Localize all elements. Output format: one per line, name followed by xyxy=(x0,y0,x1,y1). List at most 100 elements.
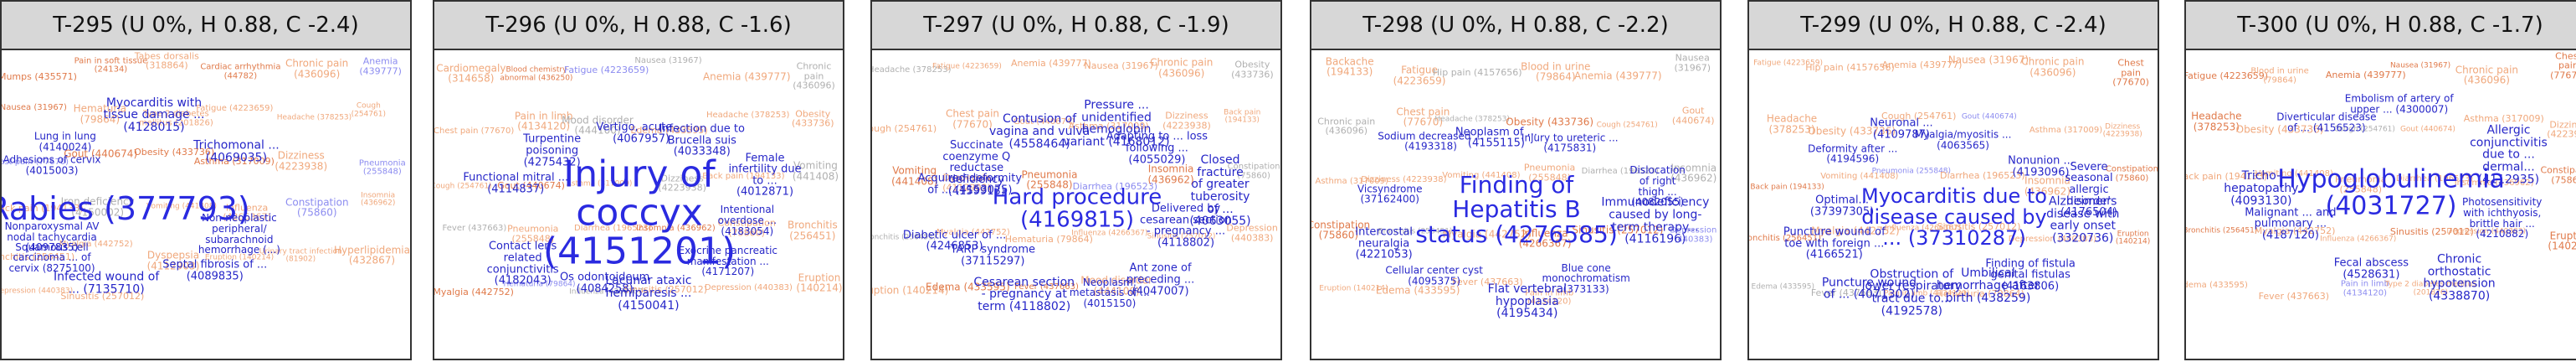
cloud-word: Anemia (439777) xyxy=(1574,70,1662,82)
cloud-term: Immunodeficiency caused by long-term the… xyxy=(1601,195,1710,246)
cloud-term: Deformity after ... (4194596) xyxy=(1808,142,1898,165)
cloud-word: Obesity (433736) xyxy=(1506,116,1594,128)
cloud-term: Intentional overdose ... (4183054) xyxy=(717,204,777,237)
cloud-term: Finding of fistula genital fistulas (416… xyxy=(1985,257,2076,293)
cloud-word: Back pain (194133) xyxy=(702,172,785,182)
word-cloud: Mumps (435571) Pain in soft tissue (24134… xyxy=(0,50,412,360)
cloud-word: Dizziness (4223938) xyxy=(2102,122,2142,139)
cloud-word: Eruption (140214) xyxy=(1319,284,1388,293)
cloud-term: Closed fracture of greater tuberosity of… xyxy=(1189,153,1251,229)
cloud-word: Influenza (4266367) xyxy=(1518,227,1572,250)
cloud-term: Intercostal neuralgia (4221053) xyxy=(1355,225,1414,261)
cloud-term: Cesarean section - pregnancy at term (41… xyxy=(973,275,1075,313)
cloud-word: Depression (440383) xyxy=(0,287,74,296)
cloud-word: Pneumonia (255848) xyxy=(507,223,559,245)
cloud-word: Dizziness (4223938) xyxy=(1162,110,1211,132)
cloud-term: Vicsyndrome (37162400) xyxy=(1357,182,1423,205)
cloud-word: Back pain (194133) xyxy=(1224,108,1261,125)
cloud-word: Chronic pain (436096) xyxy=(2021,55,2085,79)
cloud-term: Contact lens related conjunctivitis (418… xyxy=(486,240,559,287)
cloud-word: Eruption (140214) xyxy=(872,285,949,297)
cloud-word: Constipation (75860) xyxy=(2105,164,2158,184)
cloud-word: Dyspepsia (4112903) xyxy=(146,249,200,272)
cloud-word: Cough (254761) xyxy=(1596,121,1658,130)
cloud-word: Bronchitis (256451) xyxy=(0,251,75,263)
cloud-word: Influenza (4266367) xyxy=(1885,224,1962,233)
cloud-word: Bronchitis (256451) xyxy=(1747,234,1822,244)
topic-panel: T-298 (U 0%, H 0.88, C -2.2) Backache (19… xyxy=(1310,0,1722,360)
cloud-word: Edema (433595) xyxy=(630,125,708,137)
panel-title: T-300 (U 0%, H 0.88, C -1.7) xyxy=(2184,0,2576,50)
cloud-word: Eruption (140214) xyxy=(796,272,843,294)
cloud-word: Eruption (140214) xyxy=(2115,230,2151,246)
cloud-word: Nausea (31967) xyxy=(2389,60,2451,70)
cloud-word: Type 2 diabetes mellitus (201826) xyxy=(138,109,213,128)
cloud-term: Nonparoxysmal AV nodal tachycardia (4097… xyxy=(4,220,100,254)
cloud-word: Pneumonia (255848) xyxy=(1871,167,1952,176)
cloud-word: Eruption (140214) xyxy=(204,252,275,261)
cloud-term: Dislocation of right thigh ... (4082055) xyxy=(1629,164,1686,208)
cloud-word: Headache (378253) xyxy=(706,110,790,120)
cloud-word: Myalgia (442752) xyxy=(59,240,133,250)
cloud-term: Ant zone of preceding ... (4047007) xyxy=(1126,261,1195,298)
cloud-word: Diarrhea (196523) xyxy=(1581,167,1659,177)
cloud-term: Infection due to Brucella suis (4033348) xyxy=(659,122,745,158)
topic-panel: T-299 (U 0%, H 0.88, C -2.4) Fatigue (422… xyxy=(1747,0,2159,360)
panel-title: T-295 (U 0%, H 0.88, C -2.4) xyxy=(0,0,412,50)
cloud-term: Blue cone monochromatism (373133) xyxy=(1542,261,1630,295)
cloud-word: Fever (437663) xyxy=(442,223,507,233)
cloud-word: Edema (433595) xyxy=(1375,284,1460,297)
cloud-word: Asthma (317009) xyxy=(1315,176,1388,186)
cloud-word: Sinusitis (257012) xyxy=(1937,220,2021,232)
cloud-word: Influenza (4266367) xyxy=(223,202,271,223)
cloud-word: Constipation (75860) xyxy=(285,196,349,219)
cloud-word: Depression (440383) xyxy=(2008,234,2096,244)
cloud-word: Depression (440383) xyxy=(704,282,793,292)
cloud-word: Anemia (439777) xyxy=(1881,59,1963,71)
cloud-word: Hip pain (4157656) xyxy=(1805,62,1895,74)
cloud-term: Severe seasonal allergic disorder (41765… xyxy=(2060,160,2118,220)
cloud-word: Back pain (194133) xyxy=(2184,170,2268,182)
cloud-term: Cellular center cyst (4095375) xyxy=(1385,264,1483,287)
cloud-term: Os odontoideum (4084258) xyxy=(559,271,650,295)
cloud-word: Edema (433595) xyxy=(926,282,1010,294)
cloud-term: Umbilical hemorrhage after birth (438259… xyxy=(1936,266,2040,305)
cloud-term: Adhesions of cervix (4015003) xyxy=(3,153,101,177)
cloud-word: Vomiting (441408) xyxy=(792,159,839,183)
cloud-term: Adapting to ... loss following ... (4055… xyxy=(1106,130,1208,167)
cloud-word: Fever (437663) xyxy=(1014,282,1079,292)
cloud-word: Asthma (317009) xyxy=(2463,112,2544,124)
cloud-term: Allergic conjunctivitis due to ... derma… xyxy=(2470,123,2548,186)
cloud-word: Gout (440674) xyxy=(1671,105,1715,127)
cloud-term: Injury to ureteric ... (4175831) xyxy=(1521,132,1619,154)
cloud-word: Cough (254761) xyxy=(433,182,492,191)
cloud-word: Chest pain (77670) xyxy=(945,107,1000,131)
cloud-term: Delivered by cesarean section - pregnanc… xyxy=(1139,202,1233,250)
cloud-word: Bronchitis (256451) xyxy=(788,219,838,242)
cloud-word: Vomiting (441408) xyxy=(2255,168,2333,178)
cloud-word: Mumps (435571) xyxy=(0,70,77,82)
cloud-word: Constipation (75860) xyxy=(1227,162,1280,181)
cloud-word: Edema (433595) xyxy=(1751,282,1814,292)
cloud-word: Anemia (439777) xyxy=(359,55,402,77)
cloud-word: Myalgia (442752) xyxy=(936,228,1010,237)
cloud-term: Diverticular disease of ... (4156523) xyxy=(2276,111,2377,134)
panel-title: T-297 (U 0%, H 0.88, C -1.9) xyxy=(870,0,1282,50)
cloud-term: Squamous cell carcinoma ... of cervix (8… xyxy=(8,240,95,274)
cloud-word: Nausea (31967) xyxy=(1084,60,1158,72)
panel-title: T-296 (U 0%, H 0.88, C -1.6) xyxy=(433,0,844,50)
cloud-word: Pneumonia (255848) xyxy=(1523,162,1576,184)
cloud-term: Nonunion ... (4193096) xyxy=(2008,154,2074,179)
cloud-word: Dyspepsia (4112903) xyxy=(942,172,991,194)
cloud-word: Gout (440674) xyxy=(497,180,565,192)
cloud-term: Alzheimer's disease with early onset (33… xyxy=(2046,194,2120,246)
cloud-word: Pain in limb (4134120) xyxy=(1525,288,1574,307)
cloud-word: Asthma (317009) xyxy=(193,156,275,168)
cloud-word: Obesity (433736) xyxy=(1808,125,1896,137)
cloud-word: Cough (254761) xyxy=(872,122,937,134)
cloud-word: Cough (254761) xyxy=(1881,111,1957,122)
cloud-term: Infected wound of ... (7135710) xyxy=(53,270,160,297)
cloud-word: Constipation (75860) xyxy=(717,217,776,239)
cloud-word: Insomnia (436962) xyxy=(2454,178,2534,189)
top-term: Hard procedure (4169815) xyxy=(992,184,1162,233)
